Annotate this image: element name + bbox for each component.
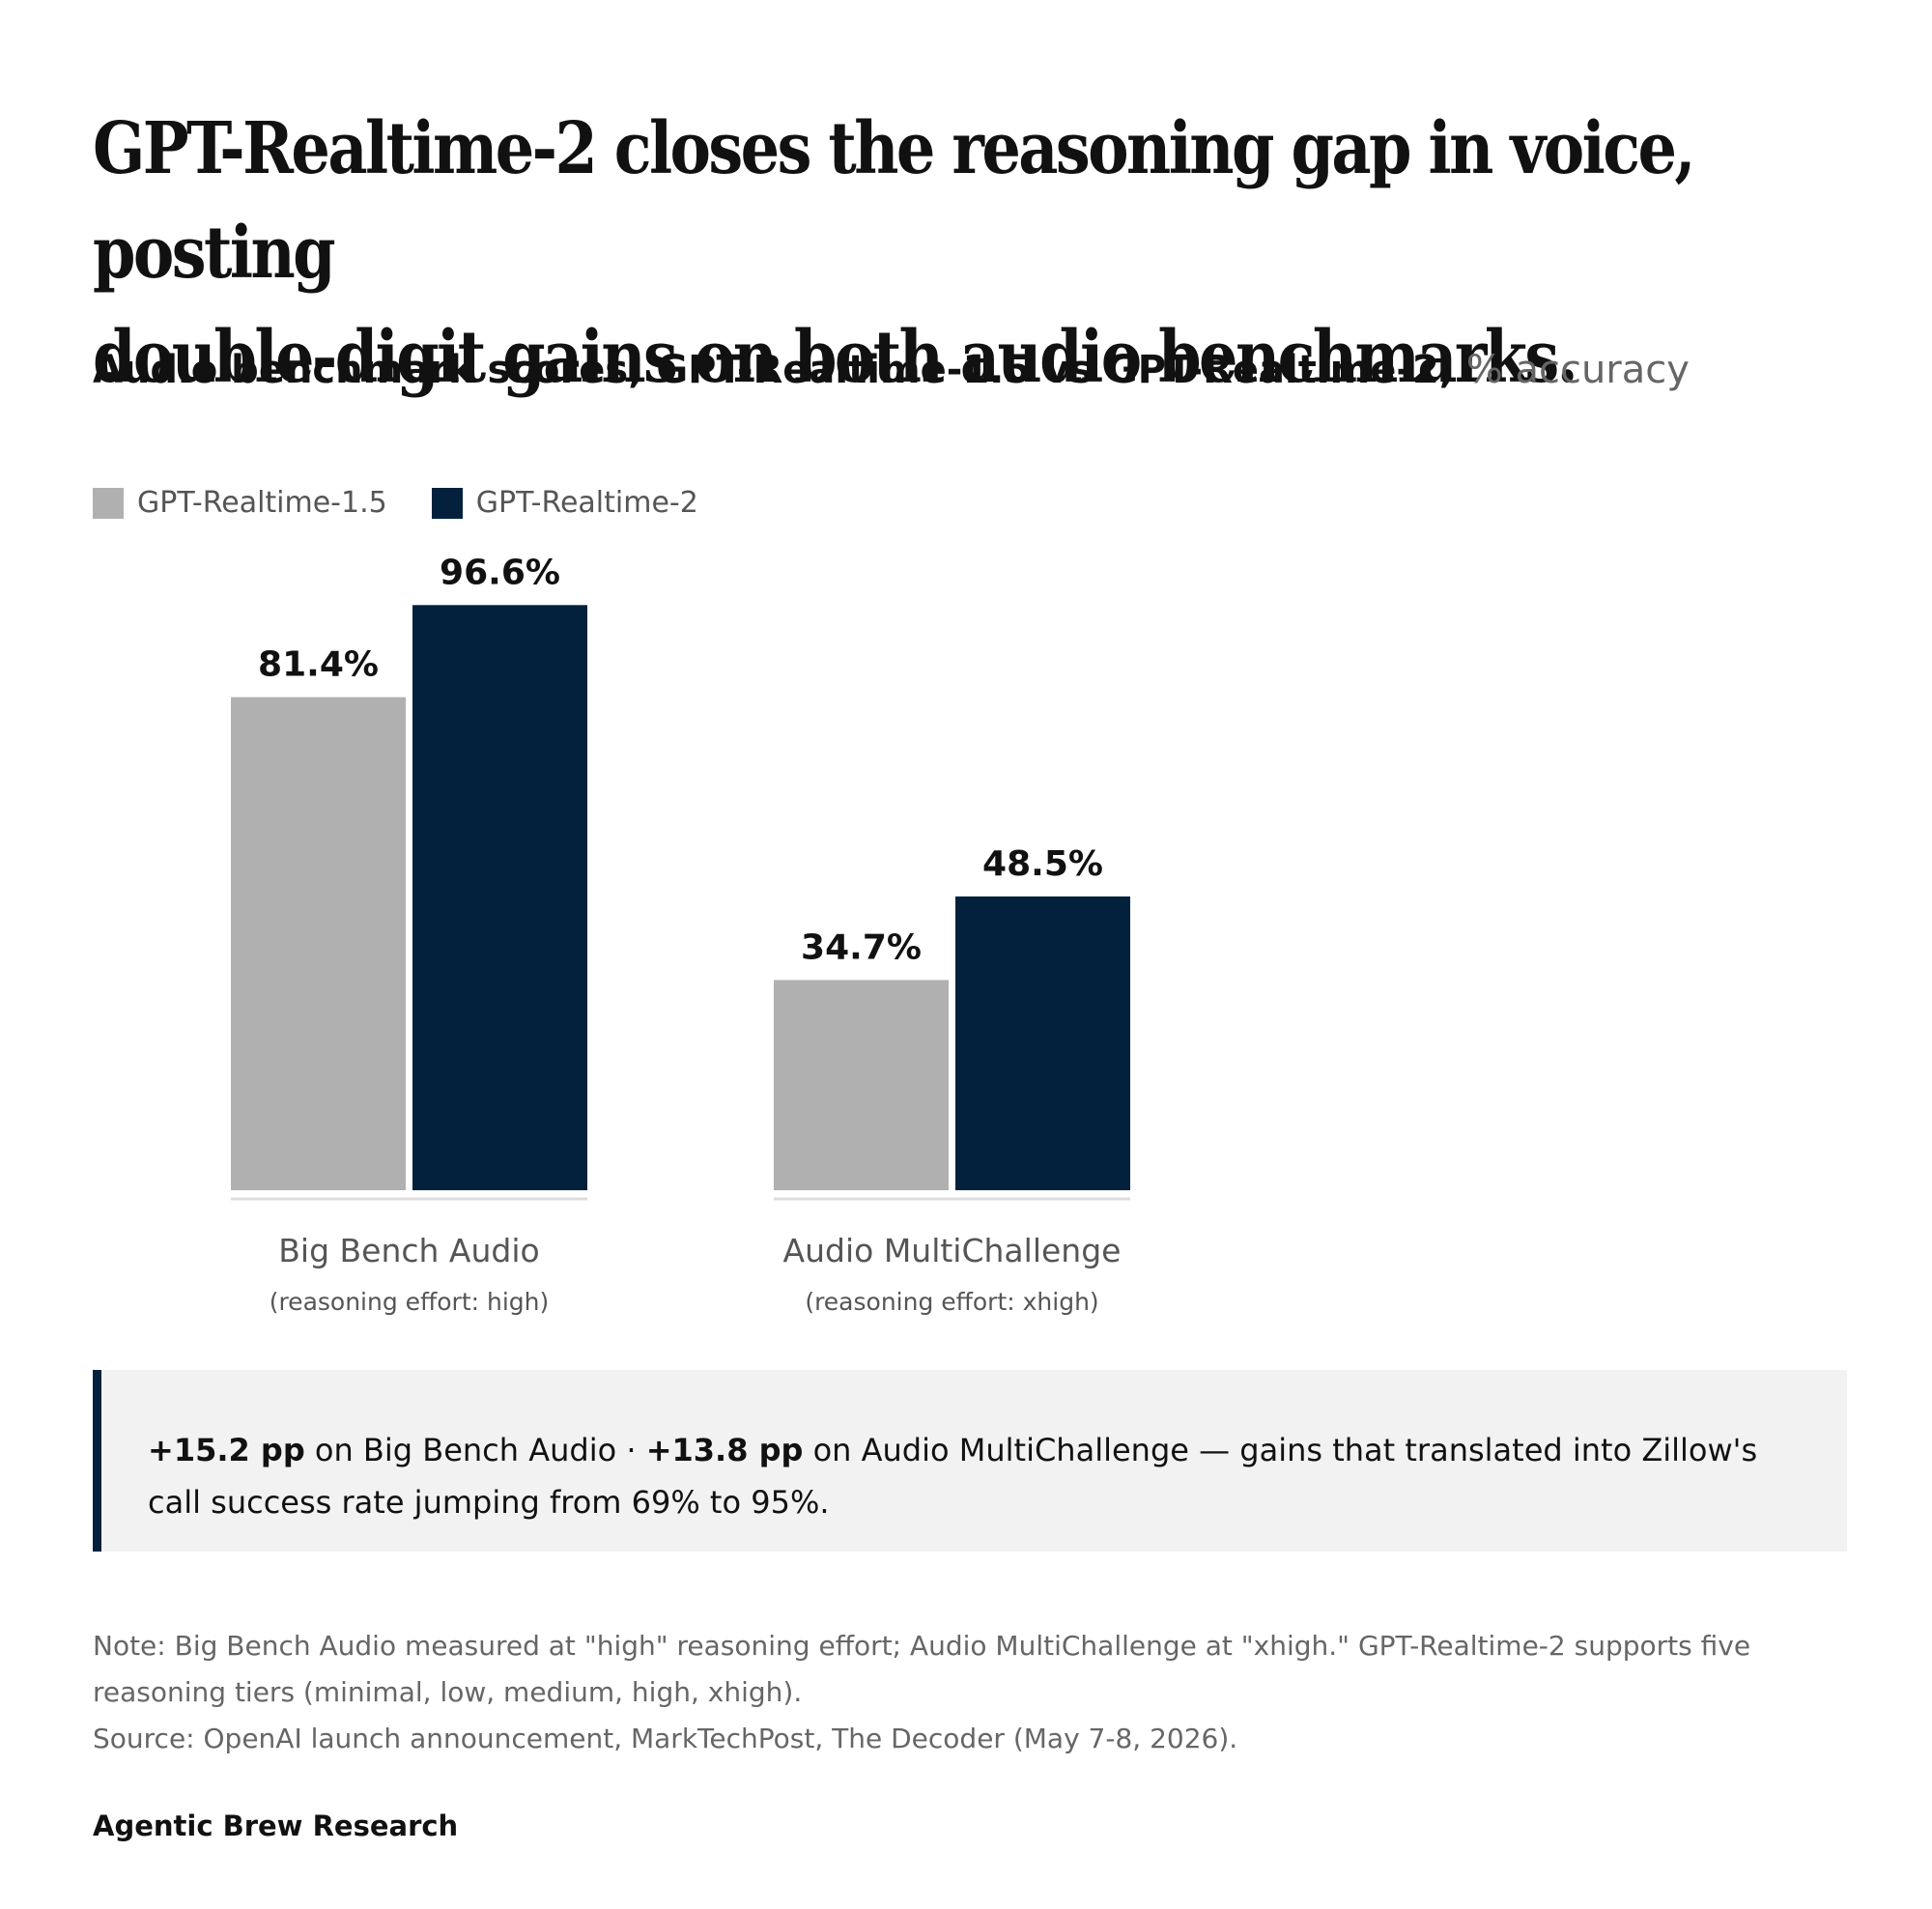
callout-text: +15.2 pp on Big Bench Audio · +13.8 pp o… xyxy=(148,1424,1809,1528)
source-text: Source: OpenAI launch announcement, Mark… xyxy=(93,1723,1238,1754)
chart-subtitle: Audio benchmark scores, GPT-Realtime-1.5… xyxy=(93,348,1690,392)
title-line-1: GPT-Realtime-2 closes the reasoning gap … xyxy=(93,107,1696,295)
callout-gain-2: +13.8 pp xyxy=(645,1432,804,1468)
callout-gain-1: +15.2 pp xyxy=(148,1432,305,1468)
bar-2-2 xyxy=(955,896,1130,1190)
callout-text-1: on Big Bench Audio · xyxy=(304,1432,646,1468)
bar-1-2 xyxy=(774,980,949,1190)
data-label-1-1: 81.4% xyxy=(258,645,379,685)
callout-box: +15.2 pp on Big Bench Audio · +13.8 pp o… xyxy=(93,1370,1847,1552)
subtitle-unit: % accuracy xyxy=(1465,348,1690,392)
bar-2-1 xyxy=(412,605,587,1190)
callout-text-2: on Audio MultiChallenge — gains that tra… xyxy=(148,1432,1758,1521)
brand-label: Agentic Brew Research xyxy=(93,1809,459,1842)
legend-label-series-1: GPT-Realtime-1.5 xyxy=(137,486,387,520)
footnote: Note: Big Bench Audio measured at "high"… xyxy=(93,1623,1861,1762)
title-line-2: double-digit gains on both audio benchma… xyxy=(93,316,1578,399)
subtitle-main: Audio benchmark scores, GPT-Realtime-1.5… xyxy=(93,348,1455,392)
legend-item-series-2: GPT-Realtime-2 xyxy=(431,486,698,520)
category-note-2: (reasoning effort: xhigh) xyxy=(805,1288,1098,1316)
data-label-2-1: 96.6% xyxy=(440,553,560,592)
legend-label-series-2: GPT-Realtime-2 xyxy=(475,486,698,520)
category-note-1: (reasoning effort: high) xyxy=(270,1288,550,1316)
chart-legend: GPT-Realtime-1.5 GPT-Realtime-2 xyxy=(93,486,743,520)
legend-swatch-series-2 xyxy=(431,487,463,519)
category-label-1: Big Bench Audio xyxy=(278,1232,539,1269)
bar-chart: 81.4% 96.6% Big Bench Audio (reasoning effo… xyxy=(231,553,1130,1316)
data-label-1-2: 34.7% xyxy=(801,927,922,967)
legend-swatch-series-1 xyxy=(93,487,124,519)
note-text: Note: Big Bench Audio measured at "high"… xyxy=(93,1630,1751,1708)
bar-1-1 xyxy=(231,697,406,1190)
data-label-2-2: 48.5% xyxy=(982,844,1103,884)
page-title: GPT-Realtime-2 closes the reasoning gap … xyxy=(93,97,1837,410)
legend-item-series-1: GPT-Realtime-1.5 xyxy=(93,486,387,520)
category-label-2: Audio MultiChallenge xyxy=(783,1232,1122,1269)
